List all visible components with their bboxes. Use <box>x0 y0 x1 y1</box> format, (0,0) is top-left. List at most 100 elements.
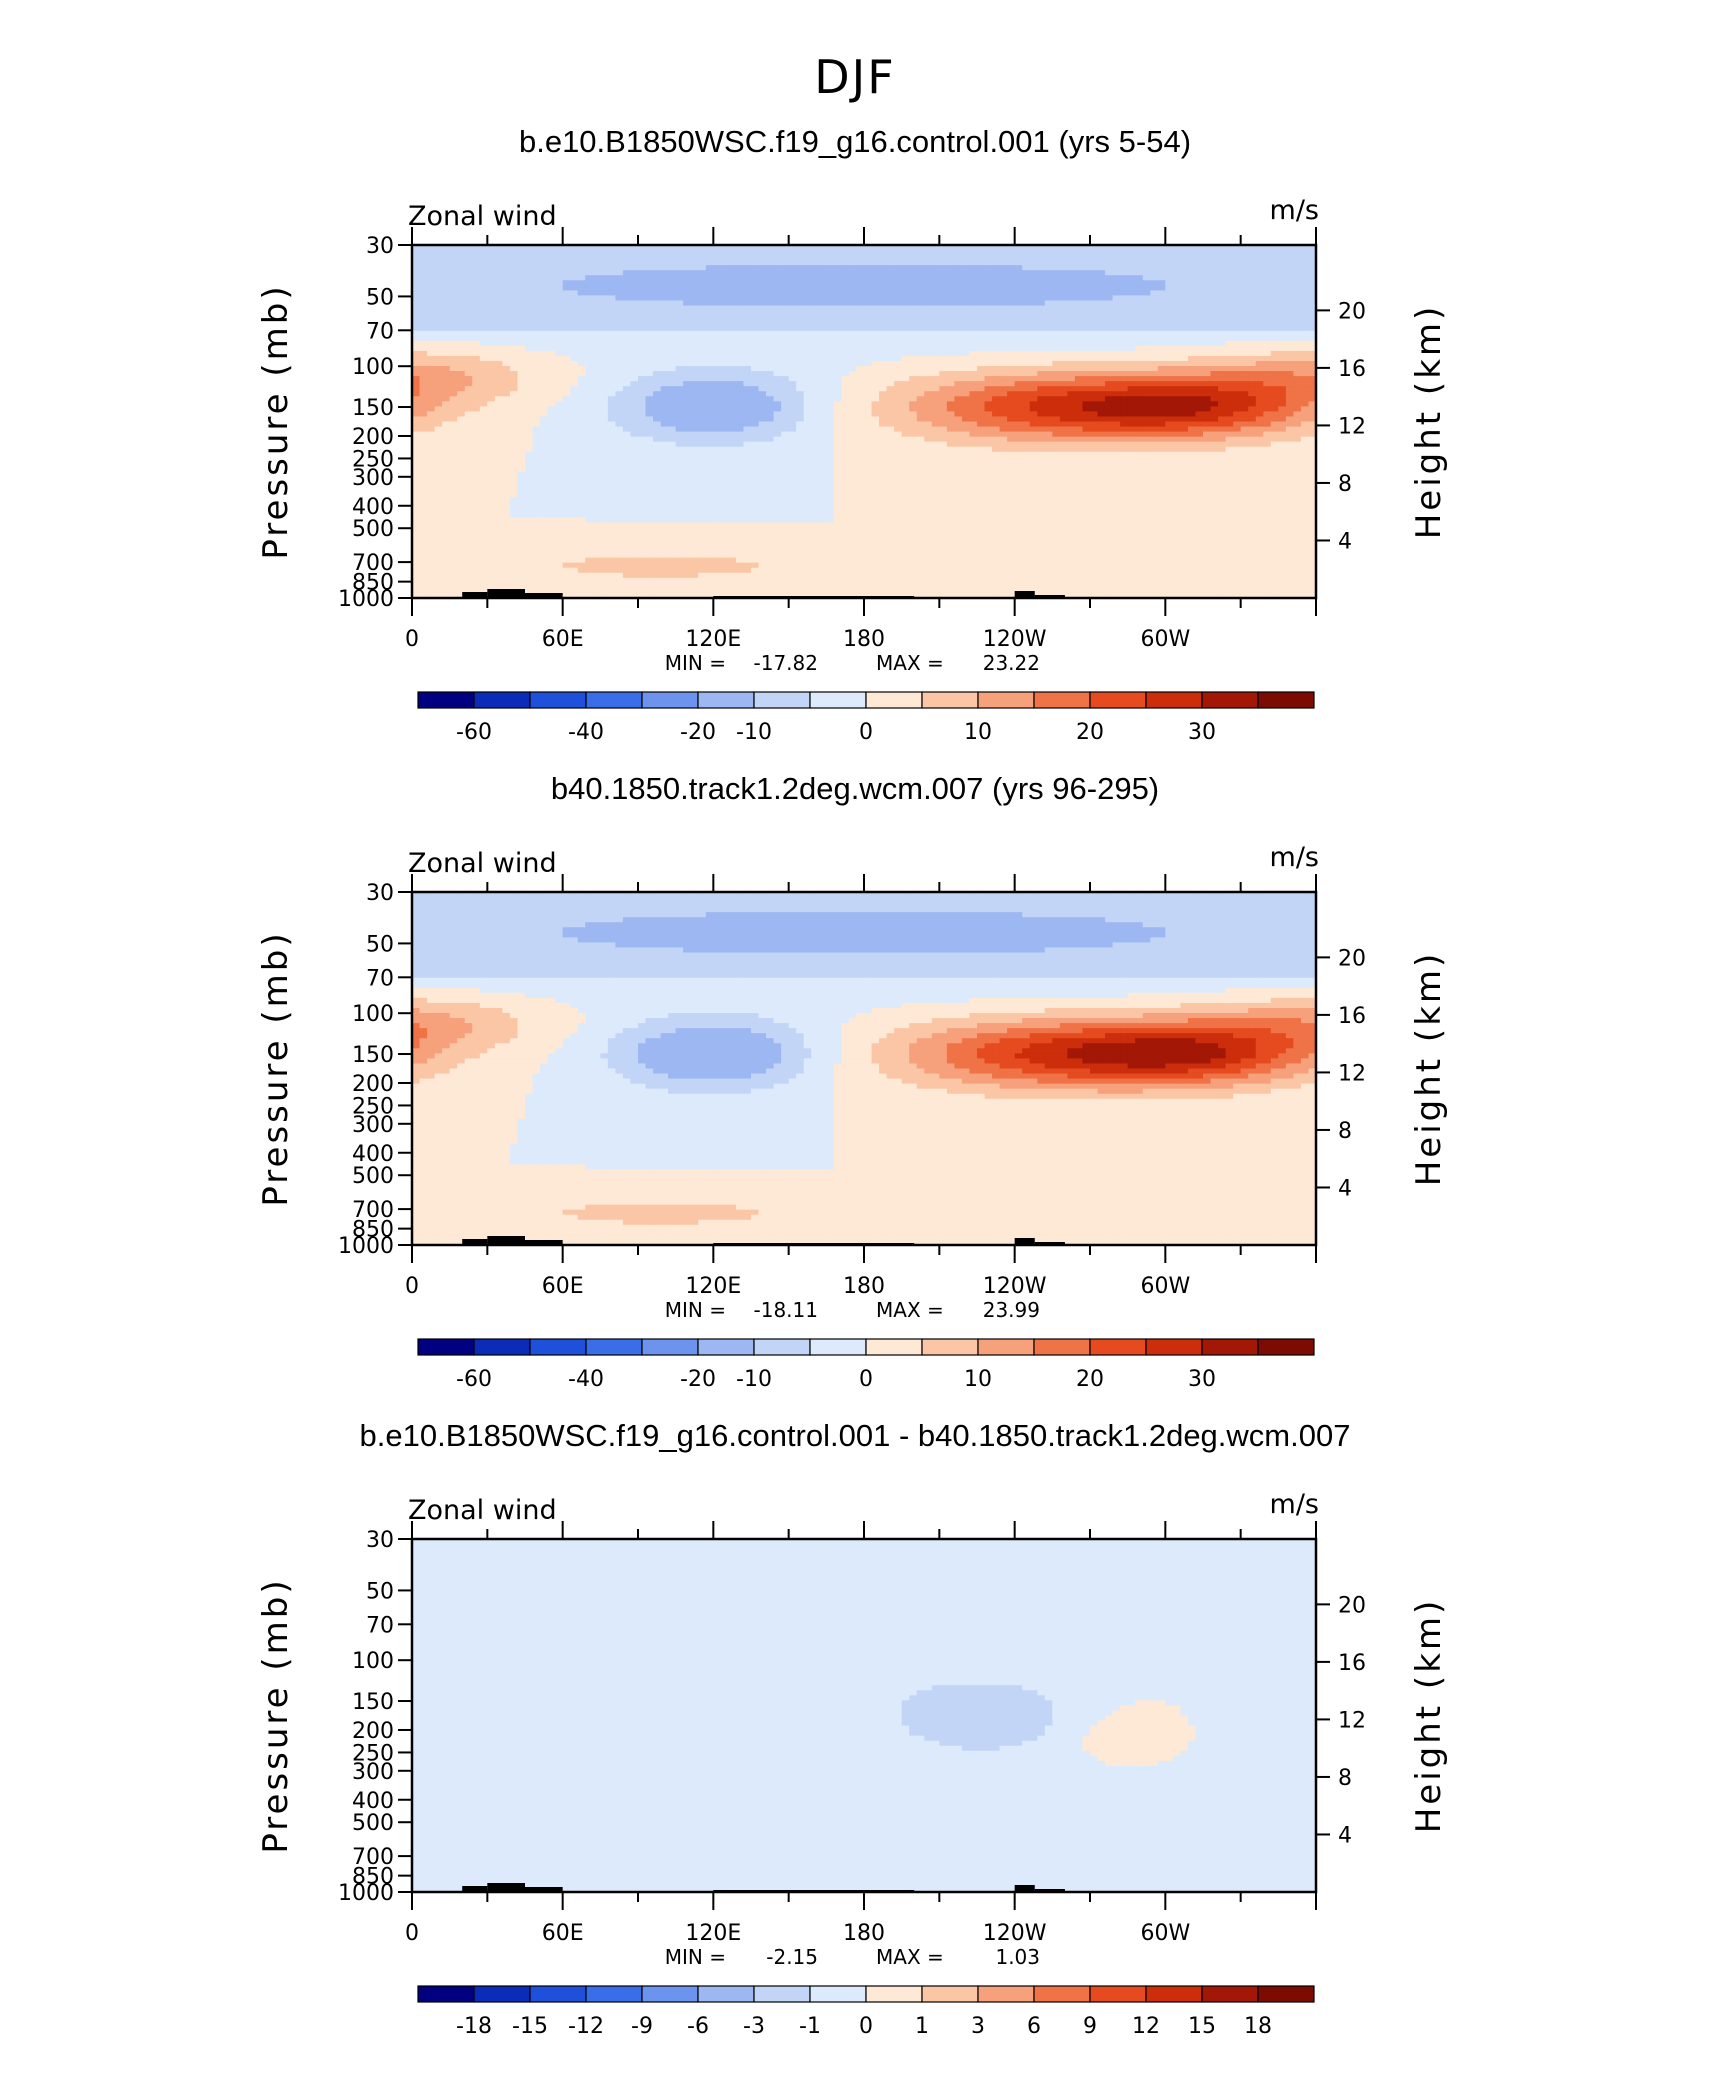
contour-cell <box>766 330 775 337</box>
contour-cell <box>713 436 722 443</box>
contour-cell <box>758 270 767 276</box>
contour-cell <box>796 411 805 418</box>
contour-cell <box>818 325 827 332</box>
contour-cell <box>607 371 616 377</box>
contour-cell <box>758 436 767 443</box>
contour-cell <box>946 305 955 312</box>
contour-cell <box>1007 340 1016 347</box>
contour-cell <box>984 366 993 372</box>
contour-cell <box>969 345 978 352</box>
contour-cell <box>826 325 835 332</box>
contour-cell <box>494 330 503 337</box>
contour-cell <box>675 260 684 266</box>
contour-cell <box>735 300 745 307</box>
contour-cell <box>1059 355 1068 362</box>
contour-cell <box>1082 355 1091 362</box>
contour-cell <box>909 260 918 266</box>
contour-cell <box>992 376 1001 382</box>
contour-cell <box>886 350 895 357</box>
contour-cell <box>961 431 971 438</box>
contour-cell <box>833 350 842 357</box>
contour-cell <box>924 360 933 367</box>
contour-cell <box>1210 371 1219 377</box>
contour-cell <box>954 406 963 413</box>
contour-cell <box>457 285 466 291</box>
contour-cell <box>961 265 971 271</box>
contour-cell <box>457 295 466 302</box>
contour-cell <box>720 376 729 382</box>
contour-cell <box>562 275 571 281</box>
contour-cell <box>1097 245 1106 251</box>
contour-cell <box>992 446 1001 453</box>
contour-cell <box>502 391 511 397</box>
contour-cell <box>879 315 888 322</box>
contour-cell <box>607 300 616 307</box>
contour-cell <box>803 451 812 458</box>
contour-cell <box>660 250 669 256</box>
contour-cell <box>532 446 541 453</box>
contour-cell <box>525 376 534 382</box>
contour-cell <box>796 295 805 302</box>
contour-cell <box>1203 350 1212 357</box>
contour-cell <box>1052 265 1061 271</box>
contour-cell <box>494 320 503 327</box>
contour-cell <box>600 401 609 407</box>
contour-cell <box>1187 401 1197 407</box>
contour-cell <box>1180 335 1189 342</box>
contour-cell <box>1082 270 1091 276</box>
contour-cell <box>1090 255 1099 261</box>
contour-cell <box>487 426 496 433</box>
contour-cell <box>946 265 955 271</box>
contour-cell <box>773 265 782 271</box>
contour-cell <box>555 275 564 281</box>
contour-cell <box>502 330 511 337</box>
contour-cell <box>1142 280 1151 286</box>
contour-cell <box>901 401 910 407</box>
contour-cell <box>1187 275 1197 281</box>
contour-cell <box>502 441 511 448</box>
contour-cell <box>457 355 466 362</box>
contour-cell <box>977 401 986 407</box>
contour-cell <box>848 421 858 428</box>
contour-cell <box>1157 320 1166 327</box>
contour-cell <box>502 255 511 261</box>
contour-cell <box>1097 381 1106 387</box>
contour-cell <box>622 376 632 382</box>
contour-cell <box>803 310 812 317</box>
contour-cell <box>1120 255 1129 261</box>
contour-cell <box>532 401 541 407</box>
contour-cell <box>811 371 820 377</box>
contour-cell <box>577 250 586 256</box>
contour-cell <box>992 280 1001 286</box>
contour-cell <box>969 260 978 266</box>
contour-cell <box>683 255 692 261</box>
contour-cell <box>758 421 767 428</box>
contour-cell <box>1067 381 1076 387</box>
contour-cell <box>1240 386 1249 392</box>
contour-cell <box>766 441 775 448</box>
contour-cell <box>1157 371 1166 377</box>
contour-cell <box>419 436 428 443</box>
contour-cell <box>1120 270 1129 276</box>
contour-cell <box>1014 275 1023 281</box>
contour-cell <box>1225 406 1234 413</box>
contour-cell <box>1270 285 1279 291</box>
contour-cell <box>961 360 971 367</box>
contour-cell <box>818 305 827 312</box>
contour-cell <box>751 391 760 397</box>
contour-cell <box>1105 330 1114 337</box>
contour-cell <box>1067 300 1076 307</box>
contour-cell <box>1135 280 1144 286</box>
contour-cell <box>833 285 842 291</box>
contour-cell <box>1210 446 1219 453</box>
contour-cell <box>1067 290 1076 297</box>
contour-cell <box>871 436 880 443</box>
contour-cell <box>419 406 428 413</box>
contour-cell <box>1218 355 1227 362</box>
contour-cell <box>1105 285 1114 291</box>
contour-cell <box>1218 396 1227 402</box>
contour-cell <box>1278 280 1287 286</box>
contour-cell <box>1293 265 1302 271</box>
contour-cell <box>1127 411 1136 418</box>
contour-cell <box>924 441 933 448</box>
